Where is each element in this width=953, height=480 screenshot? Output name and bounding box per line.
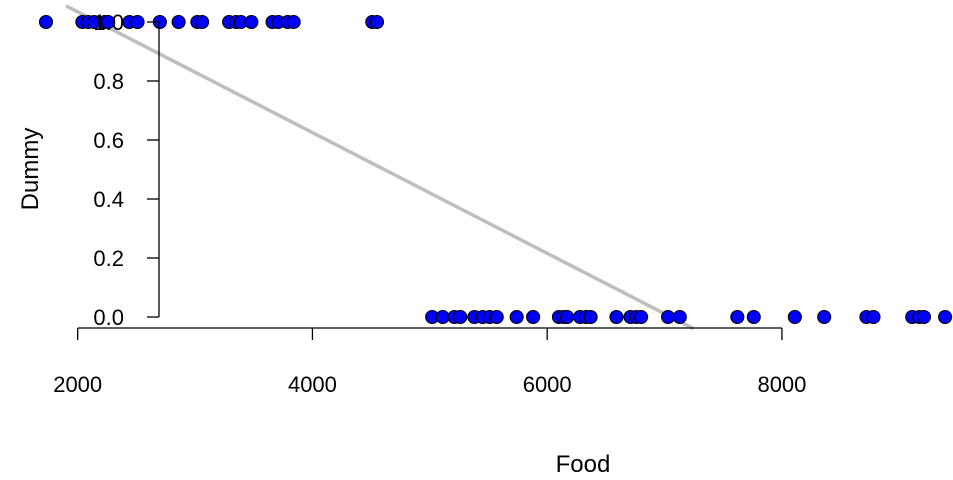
- y-tick-label: 0.0: [93, 305, 124, 330]
- data-point: [661, 309, 676, 325]
- data-point: [560, 309, 575, 325]
- data-point: [746, 309, 761, 325]
- data-point: [38, 14, 54, 30]
- data-point: [130, 14, 145, 30]
- data-point: [526, 309, 541, 325]
- y-tick-label: 0.4: [93, 187, 124, 212]
- data-point: [634, 309, 649, 325]
- x-tick-label: 8000: [757, 372, 806, 397]
- data-point: [866, 309, 881, 325]
- y-tick-label: 0.6: [93, 128, 124, 153]
- data-point: [171, 14, 186, 30]
- x-tick-label: 6000: [523, 372, 572, 397]
- y-axis-title: Dummy: [17, 128, 44, 211]
- data-point: [489, 309, 504, 325]
- data-point: [244, 14, 259, 30]
- y-tick-label: 0.8: [93, 69, 124, 94]
- data-point: [938, 309, 953, 325]
- x-axis-title: Food: [556, 451, 611, 478]
- data-point: [730, 309, 745, 325]
- data-point: [672, 309, 687, 325]
- x-tick-label: 4000: [288, 372, 337, 397]
- data-point: [435, 309, 450, 325]
- data-point: [286, 14, 301, 30]
- data-point: [509, 309, 524, 325]
- y-tick-label: 0.2: [93, 246, 124, 271]
- fit-line: [65, 4, 695, 331]
- data-point: [453, 309, 468, 325]
- x-tick-label: 2000: [53, 372, 102, 397]
- data-point: [609, 309, 624, 325]
- data-point: [787, 309, 802, 325]
- data-point: [817, 309, 832, 325]
- y-tick-label: 1.0: [93, 10, 124, 35]
- data-point: [369, 14, 385, 30]
- axes: 0.0 0.2 0.4 0.6 0.8 1.0 2000 4000 6000 8000: [53, 10, 806, 397]
- data-point: [101, 14, 116, 30]
- plot-area: [38, 4, 953, 331]
- data-point: [916, 309, 932, 325]
- data-point: [195, 14, 210, 30]
- data-point: [583, 309, 598, 325]
